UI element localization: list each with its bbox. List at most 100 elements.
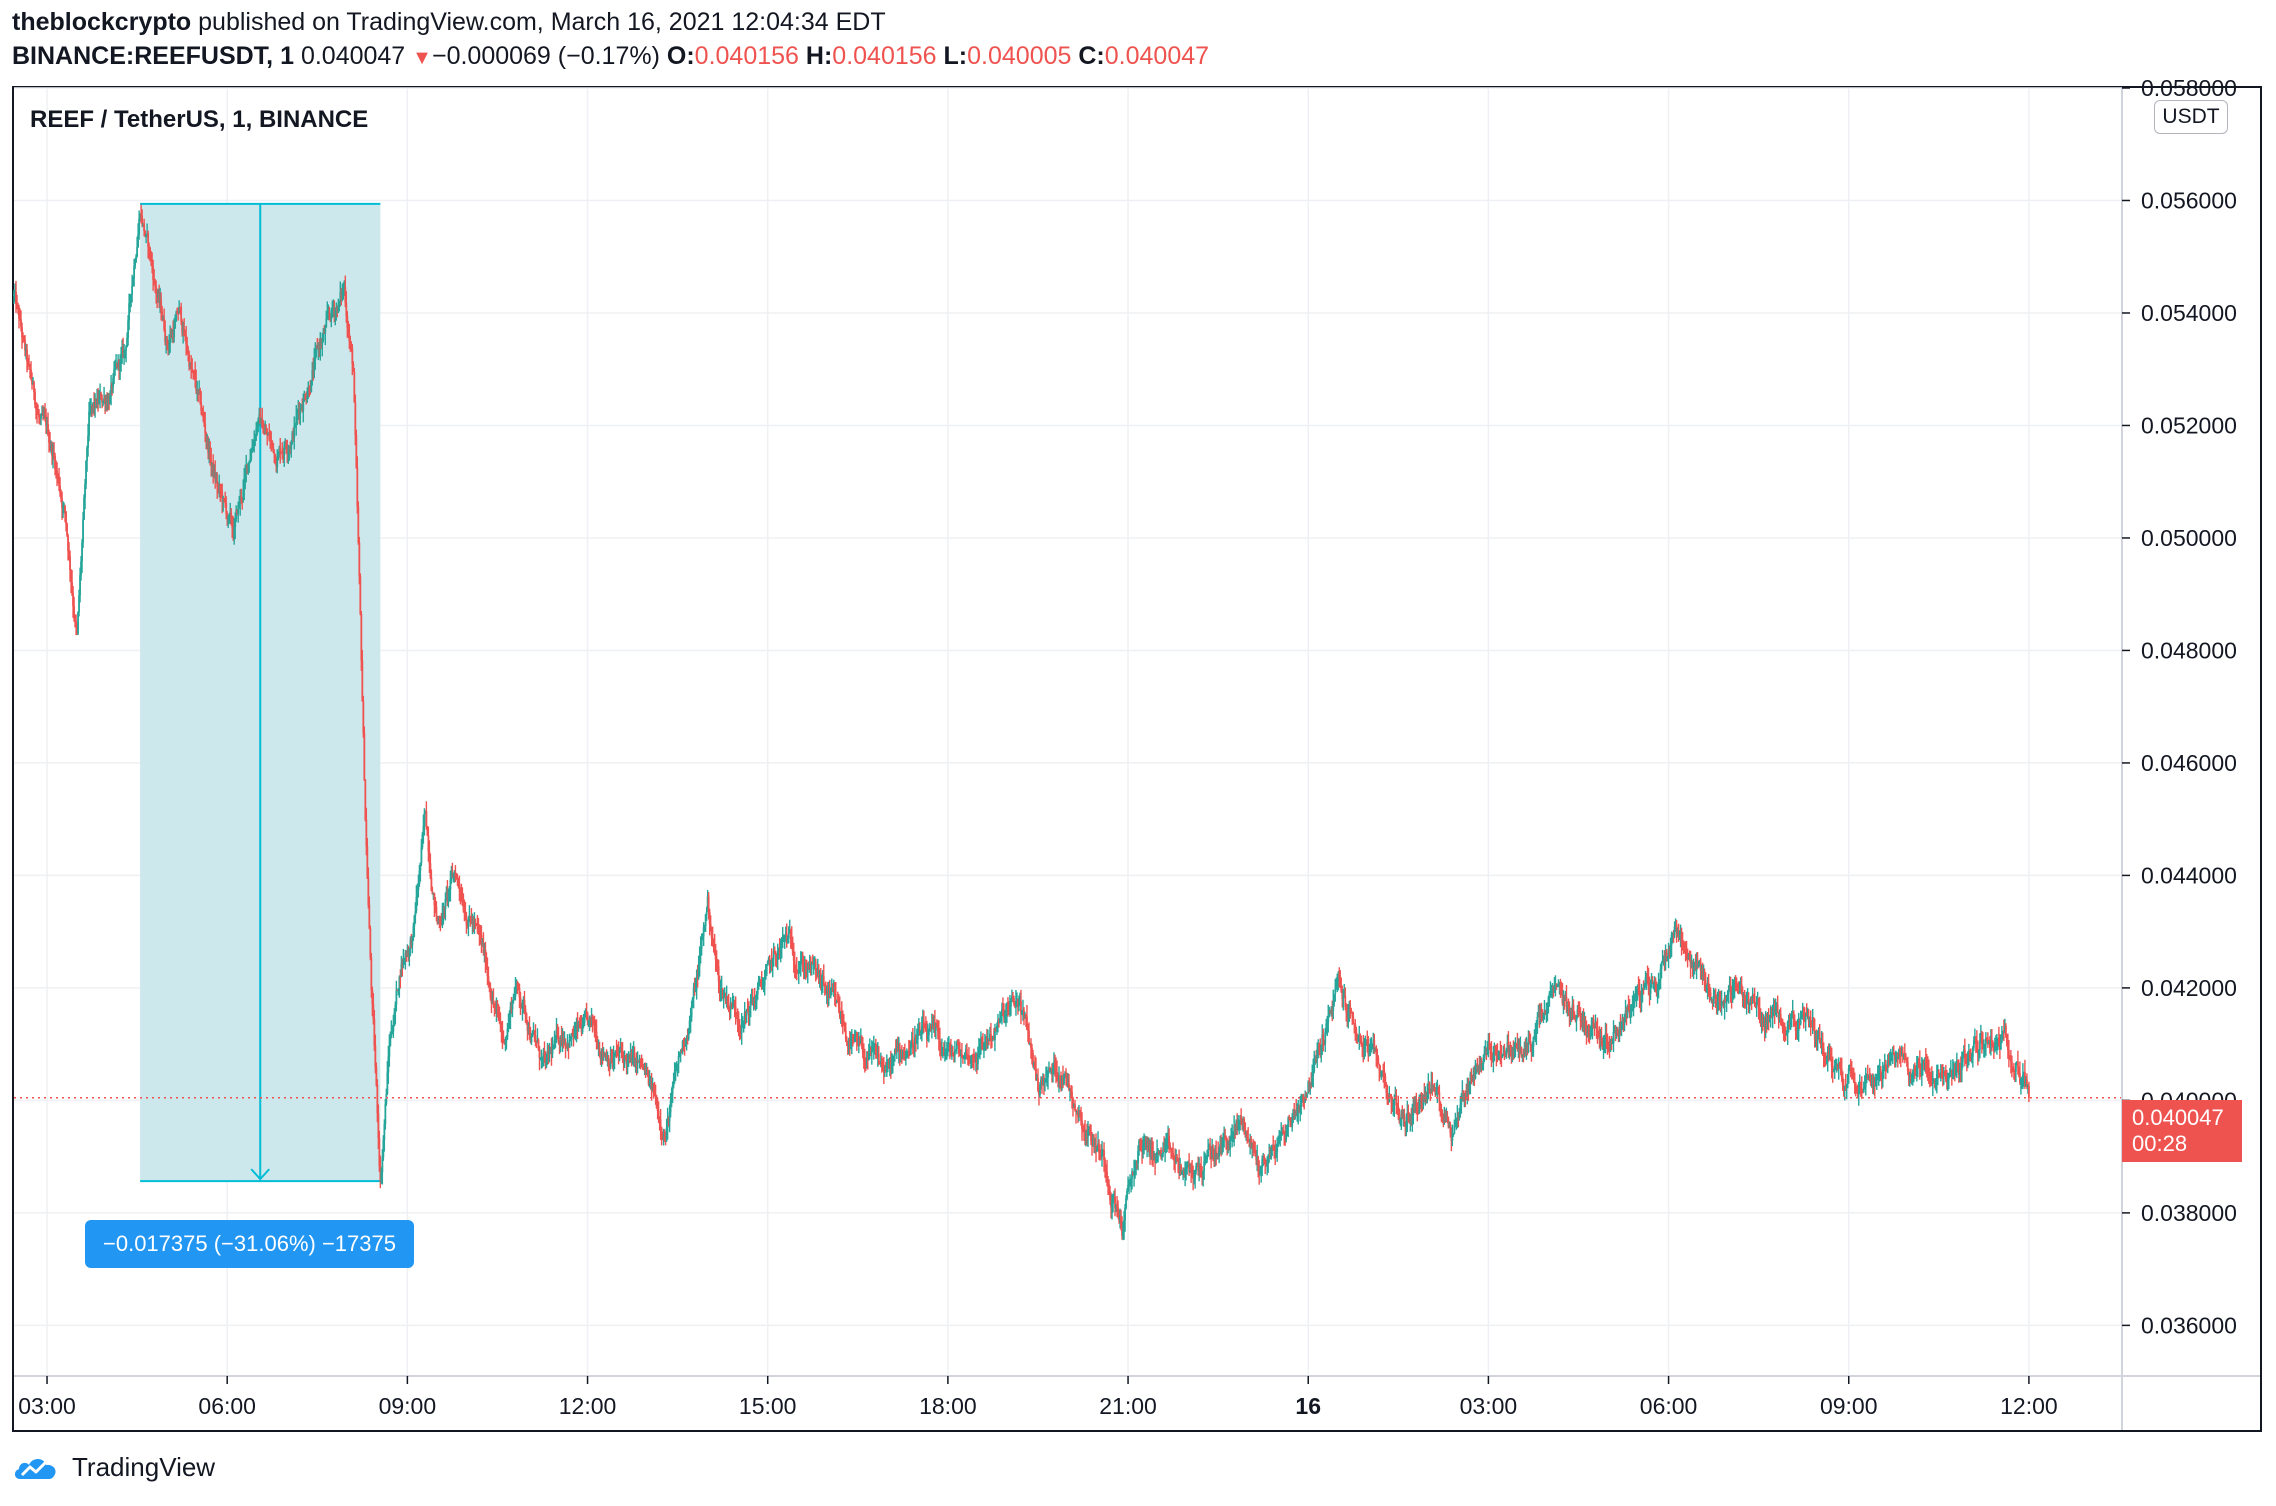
candle-body (1365, 1039, 1368, 1044)
candle-body (489, 988, 492, 998)
candle-body (73, 605, 75, 618)
candle-body (267, 433, 270, 436)
candle-body (1453, 1125, 1456, 1134)
candle-body (1627, 1005, 1630, 1010)
candle-body (529, 1035, 532, 1043)
candle-body (820, 980, 823, 984)
candle-body (1692, 962, 1695, 969)
candle-body (1730, 990, 1733, 998)
candle-body (1649, 987, 1652, 994)
candle-body (105, 402, 107, 405)
candle-body (98, 398, 100, 403)
candle-body (1846, 1074, 1849, 1085)
candle-body (1722, 1001, 1725, 1008)
candle-body (855, 1036, 858, 1041)
candle-body (1637, 988, 1640, 991)
candle-body (787, 933, 790, 939)
candle-body (101, 398, 103, 403)
candle-body (250, 452, 253, 460)
candle-body (1396, 1105, 1399, 1107)
candle-body (1927, 1071, 1930, 1074)
candle-body (324, 327, 327, 334)
candle-body (227, 515, 230, 520)
publisher-name[interactable]: theblockcrypto (12, 8, 192, 36)
candle-body (530, 1036, 533, 1043)
candle-body (1150, 1145, 1152, 1153)
candle-body (1170, 1149, 1172, 1153)
candle-body (1042, 1077, 1044, 1084)
candle-body (120, 355, 123, 362)
candle-body (1390, 1096, 1393, 1103)
candle-body (836, 1001, 839, 1003)
candle-body (1177, 1160, 1180, 1162)
candle-body (946, 1044, 949, 1051)
candle-body (1985, 1037, 1988, 1039)
candle-body (732, 1002, 735, 1006)
candle-body (1013, 998, 1015, 1004)
candle-body (309, 390, 312, 393)
candle-body (1263, 1155, 1266, 1163)
candle-body (718, 981, 721, 994)
candle-body (1755, 1004, 1758, 1007)
currency-badge[interactable]: USDT (2154, 100, 2228, 134)
candle-body (676, 1063, 679, 1069)
candle-body (132, 278, 135, 286)
candle-body (1926, 1067, 1929, 1072)
candle-body (945, 1050, 948, 1052)
candle-body (731, 1005, 734, 1009)
candle-body (962, 1057, 964, 1059)
tradingview-cloud-icon[interactable] (12, 1453, 62, 1483)
candle-body (1868, 1075, 1871, 1082)
candle-body (1907, 1070, 1910, 1077)
candle-body (492, 1000, 495, 1004)
candle-body (135, 256, 138, 262)
candle-body (1036, 1078, 1038, 1081)
candle-body (833, 990, 836, 995)
candle-body (632, 1052, 635, 1057)
candle-body (1693, 962, 1696, 964)
candle-body (1701, 968, 1704, 976)
candle-body (1797, 1022, 1800, 1032)
candle-body (894, 1049, 897, 1051)
candle-body (25, 349, 27, 351)
candle-body (1053, 1063, 1055, 1066)
candle-body (167, 344, 170, 347)
footer-brand[interactable]: TradingView (72, 1452, 216, 1482)
candle-body (929, 1026, 932, 1030)
candle-body (1600, 1037, 1603, 1043)
candle-body (842, 1024, 845, 1026)
candle-body (1911, 1072, 1914, 1075)
candle-body (1959, 1068, 1962, 1071)
candle-body (1236, 1121, 1239, 1126)
candle-body (1745, 1000, 1748, 1004)
candle-body (1700, 968, 1703, 971)
candle-body (586, 1012, 589, 1022)
candle-body (1261, 1159, 1264, 1168)
candle-body (1435, 1090, 1438, 1096)
candle-body (1922, 1063, 1925, 1066)
candle-body (912, 1043, 915, 1046)
candle-body (1358, 1036, 1361, 1039)
price-tick-label: 0.056000 (2141, 187, 2237, 213)
candle-body (1444, 1118, 1447, 1121)
candle-body (1161, 1153, 1163, 1158)
candle-body (762, 985, 765, 988)
candle-body (825, 991, 828, 993)
candle-body (1136, 1161, 1138, 1164)
candle-body (1218, 1151, 1221, 1156)
candle-body (882, 1067, 885, 1073)
candle-body (992, 1036, 994, 1039)
candle-body (973, 1055, 975, 1059)
candle-body (1095, 1144, 1097, 1152)
candle-body (715, 959, 718, 963)
candle-body (355, 435, 358, 468)
candle-body (304, 395, 307, 398)
candle-body (316, 345, 319, 349)
candle-body (677, 1056, 680, 1064)
candle-body (1273, 1149, 1276, 1151)
candle-body (1299, 1106, 1302, 1111)
candle-body (368, 904, 371, 929)
candle-body (896, 1048, 899, 1052)
candle-body (356, 467, 359, 507)
